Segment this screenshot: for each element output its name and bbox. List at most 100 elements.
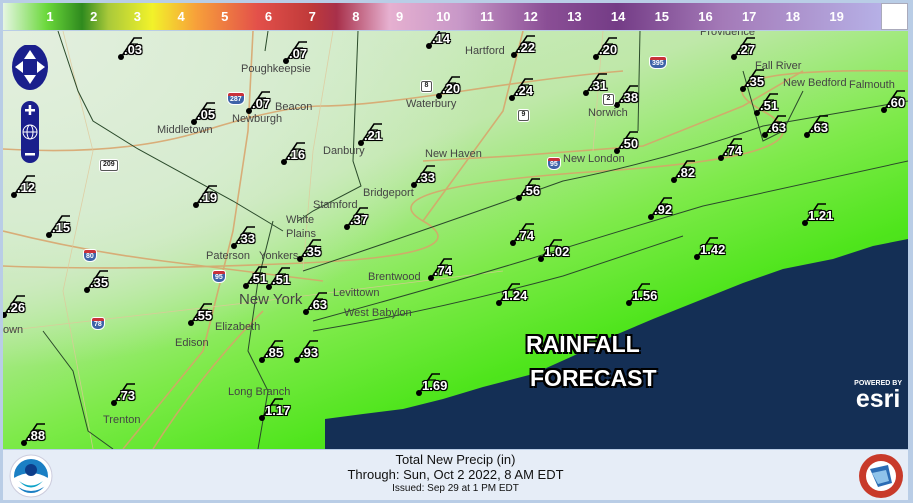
footer-valid-through: Through: Sun, Oct 2 2022, 8 AM EDT xyxy=(347,467,564,482)
city-label: Beacon xyxy=(275,101,313,113)
station-marker[interactable] xyxy=(411,182,417,188)
station-marker[interactable] xyxy=(762,132,768,138)
highway-shield: 9 xyxy=(518,110,529,121)
legend-label: 6 xyxy=(264,9,273,24)
station-marker[interactable] xyxy=(118,54,124,60)
station-marker[interactable] xyxy=(21,440,27,446)
station-marker[interactable] xyxy=(626,300,632,306)
station-marker[interactable] xyxy=(614,102,620,108)
station-marker[interactable] xyxy=(510,240,516,246)
station-marker[interactable] xyxy=(436,93,442,99)
legend-label: 5 xyxy=(221,9,229,24)
station-marker[interactable] xyxy=(881,107,887,113)
rainfall-value: .26 xyxy=(7,300,26,315)
station-marker[interactable] xyxy=(671,177,677,183)
station-marker[interactable] xyxy=(266,284,272,290)
station-marker[interactable] xyxy=(538,256,544,262)
station-marker[interactable] xyxy=(303,309,309,315)
rainfall-value: .21 xyxy=(364,128,383,143)
legend-label: 16 xyxy=(698,9,713,24)
wind-barb-icon xyxy=(347,207,368,227)
pan-right-icon[interactable] xyxy=(37,61,45,73)
city-label: New Bedford xyxy=(783,77,847,89)
rainfall-value: .15 xyxy=(52,220,71,235)
rainfall-value: 1.21 xyxy=(808,208,834,223)
station-marker[interactable] xyxy=(694,254,700,260)
station-marker[interactable] xyxy=(231,243,237,249)
station-marker[interactable] xyxy=(297,256,303,262)
station-marker[interactable] xyxy=(802,220,808,226)
wind-barb-icon xyxy=(807,115,828,135)
rainfall-value: .60 xyxy=(887,95,906,110)
station-marker[interactable] xyxy=(593,54,599,60)
station-marker[interactable] xyxy=(344,224,350,230)
station-marker[interactable] xyxy=(718,155,724,161)
station-marker[interactable] xyxy=(516,195,522,201)
city-label: Paterson xyxy=(206,250,251,262)
station-marker[interactable] xyxy=(804,132,810,138)
station-marker[interactable] xyxy=(583,90,589,96)
rainfall-value: .73 xyxy=(117,388,136,403)
station-marker[interactable] xyxy=(294,357,300,363)
rainfall-value: .51 xyxy=(272,272,291,287)
pan-left-icon[interactable] xyxy=(15,61,23,73)
highway-shield: 287 xyxy=(228,93,244,104)
wind-barb-icon xyxy=(114,383,135,403)
station-marker[interactable] xyxy=(111,400,117,406)
rainfall-value: .20 xyxy=(599,42,618,57)
rainfall-value: .05 xyxy=(197,107,216,122)
station-marker[interactable] xyxy=(428,275,434,281)
station-marker[interactable] xyxy=(281,159,287,165)
station-marker[interactable] xyxy=(614,148,620,154)
nws-logo xyxy=(859,454,903,498)
station-marker[interactable] xyxy=(246,108,252,114)
station-marker[interactable] xyxy=(754,110,760,116)
station-marker[interactable] xyxy=(509,95,515,101)
station-marker[interactable] xyxy=(496,300,502,306)
esri-attribution[interactable]: POWERED BY esri xyxy=(854,380,902,412)
station-marker[interactable] xyxy=(193,202,199,208)
station-marker[interactable] xyxy=(11,192,17,198)
wind-barb-icon xyxy=(284,142,305,162)
station-marker[interactable] xyxy=(188,320,194,326)
station-marker[interactable] xyxy=(243,283,249,289)
legend-label: 10 xyxy=(436,9,451,24)
rainfall-map[interactable]: .14 .22 .20 .27 .60 .03 .07 .07 .05 .20 .24 .31 .38.… xyxy=(3,31,908,449)
wind-barb-icon xyxy=(586,73,607,93)
station-marker[interactable] xyxy=(731,54,737,60)
city-label: Yonkers xyxy=(259,250,299,262)
rainfall-value: .63 xyxy=(810,120,829,135)
wind-barb-icon xyxy=(617,131,638,151)
wind-barb-icon xyxy=(734,37,755,57)
rainfall-value: .37 xyxy=(350,212,369,227)
noaa-logo xyxy=(9,454,53,498)
station-marker[interactable] xyxy=(740,86,746,92)
station-marker[interactable] xyxy=(358,140,364,146)
zoom-out-icon[interactable] xyxy=(25,153,35,156)
city-label: Waterbury xyxy=(406,98,457,110)
station-marker[interactable] xyxy=(426,43,432,49)
wind-barb-icon xyxy=(246,266,267,286)
rainfall-value: .82 xyxy=(677,165,696,180)
station-marker[interactable] xyxy=(84,287,90,293)
station-marker[interactable] xyxy=(259,415,265,421)
globe-icon[interactable] xyxy=(22,124,38,140)
station-marker[interactable] xyxy=(416,390,422,396)
highway-shield: 95 xyxy=(213,271,225,282)
map-lines xyxy=(3,31,908,449)
pan-control[interactable] xyxy=(12,44,48,90)
rainfall-value: .38 xyxy=(620,90,639,105)
pan-up-icon[interactable] xyxy=(24,50,36,59)
footer-issued: Issued: Sep 29 at 1 PM EDT xyxy=(392,483,519,494)
wind-barb-icon xyxy=(4,295,25,315)
rainfall-value: 1.17 xyxy=(265,403,291,418)
station-marker[interactable] xyxy=(191,119,197,125)
station-marker[interactable] xyxy=(3,312,7,318)
pan-down-icon[interactable] xyxy=(24,75,36,84)
station-marker[interactable] xyxy=(511,52,517,58)
rainfall-value: .51 xyxy=(760,98,779,113)
station-marker[interactable] xyxy=(648,214,654,220)
station-marker[interactable] xyxy=(283,58,289,64)
station-marker[interactable] xyxy=(46,232,52,238)
station-marker[interactable] xyxy=(259,357,265,363)
